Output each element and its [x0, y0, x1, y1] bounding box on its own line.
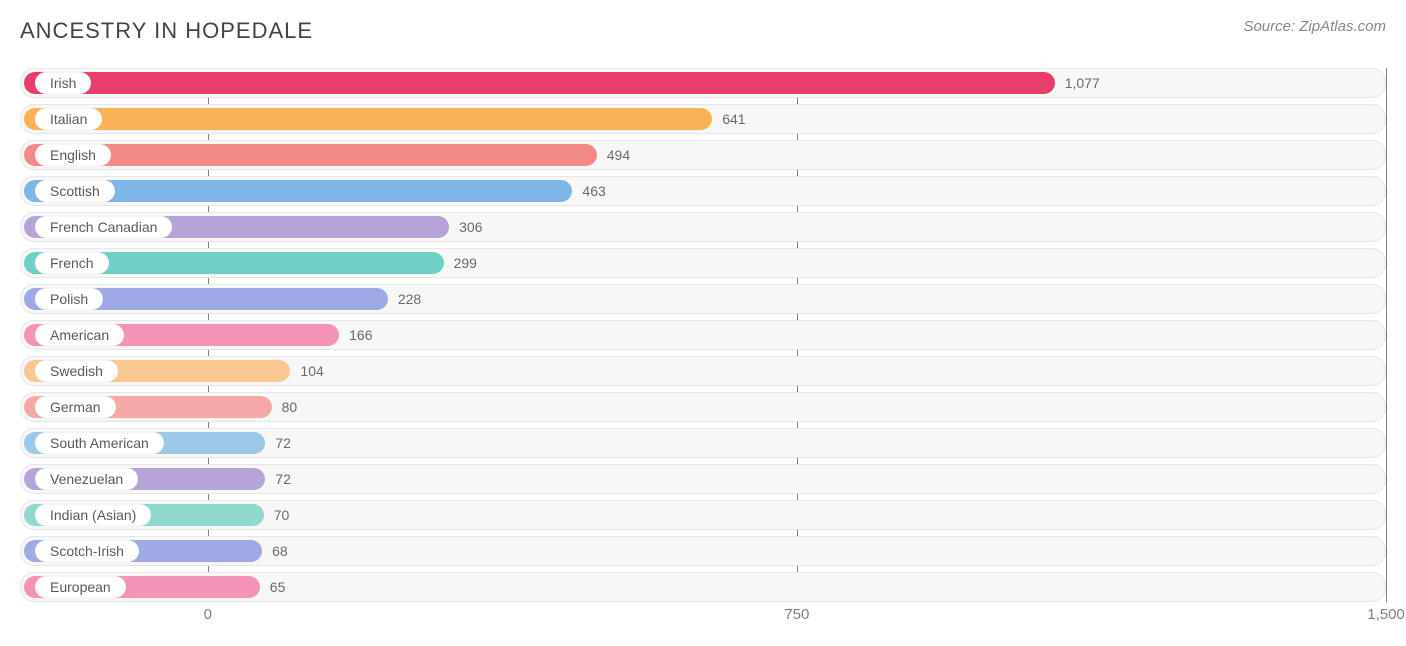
bar-row: Irish 1,077 [20, 68, 1386, 98]
bar-label-pill: Venezuelan [35, 468, 138, 490]
bar-label-pill: American [35, 324, 124, 346]
bar-value: 463 [572, 177, 605, 205]
bar-row: Indian (Asian) 70 [20, 500, 1386, 530]
bar-label-pill: Scottish [35, 180, 115, 202]
bar-value: 65 [260, 573, 286, 601]
bar-label-pill: Scotch-Irish [35, 540, 139, 562]
header: ANCESTRY IN HOPEDALE Source: ZipAtlas.co… [20, 18, 1386, 44]
bar-value: 641 [712, 105, 745, 133]
bar-label-pill: French [35, 252, 109, 274]
bar-label-pill: Polish [35, 288, 103, 310]
bar-row: French 299 [20, 248, 1386, 278]
bar-value: 299 [444, 249, 477, 277]
bar-row: American 166 [20, 320, 1386, 350]
bar-row: Swedish 104 [20, 356, 1386, 386]
bar-row: European 65 [20, 572, 1386, 602]
axis-tick-label: 1,500 [1367, 606, 1405, 623]
x-axis: 07501,500 [20, 604, 1386, 628]
bar-row: English 494 [20, 140, 1386, 170]
bar-label-pill: German [35, 396, 116, 418]
bar-value: 104 [290, 357, 323, 385]
bar-value: 166 [339, 321, 372, 349]
bar [24, 108, 712, 130]
bar-value: 70 [264, 501, 290, 529]
bar-value: 494 [597, 141, 630, 169]
bar-value: 306 [449, 213, 482, 241]
bar-row: Scotch-Irish 68 [20, 536, 1386, 566]
grid-line [1386, 68, 1387, 602]
bar-value: 1,077 [1055, 69, 1100, 97]
chart-title: ANCESTRY IN HOPEDALE [20, 18, 313, 44]
bar-label-pill: French Canadian [35, 216, 172, 238]
bar-label-pill: English [35, 144, 111, 166]
bar-value: 80 [272, 393, 298, 421]
bar-value: 68 [262, 537, 288, 565]
axis-tick-label: 750 [784, 606, 809, 623]
source-attribution: Source: ZipAtlas.com [1243, 18, 1386, 35]
axis-tick-label: 0 [204, 606, 212, 623]
bar-row: Scottish 463 [20, 176, 1386, 206]
bar-row: South American 72 [20, 428, 1386, 458]
bar-value: 72 [265, 429, 291, 457]
chart-area: Irish 1,077 Italian 641 English 494 Scottish 46… [20, 68, 1386, 628]
bar-value: 228 [388, 285, 421, 313]
bar-row: Venezuelan 72 [20, 464, 1386, 494]
bar-label-pill: Italian [35, 108, 102, 130]
bar-row: Polish 228 [20, 284, 1386, 314]
bar-label-pill: Irish [35, 72, 91, 94]
bar-row: German 80 [20, 392, 1386, 422]
bar-row: French Canadian 306 [20, 212, 1386, 242]
bar-label-pill: Indian (Asian) [35, 504, 151, 526]
bar [24, 72, 1055, 94]
bar-value: 72 [265, 465, 291, 493]
bar-label-pill: European [35, 576, 126, 598]
bar-label-pill: South American [35, 432, 164, 454]
bar-row: Italian 641 [20, 104, 1386, 134]
plot: Irish 1,077 Italian 641 English 494 Scottish 46… [20, 68, 1386, 602]
bar-label-pill: Swedish [35, 360, 118, 382]
